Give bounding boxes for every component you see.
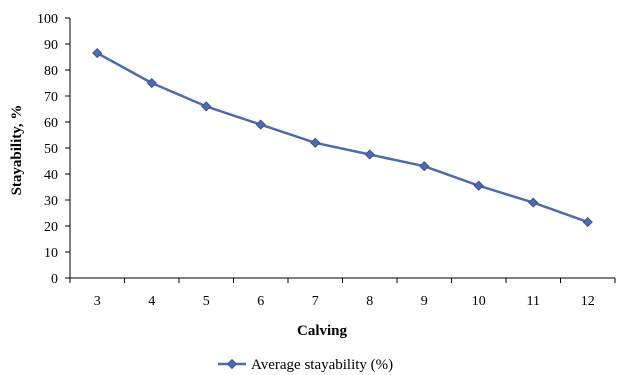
data-point-marker — [473, 180, 484, 191]
y-tick-label: 100 — [37, 12, 58, 27]
x-tick-label: 7 — [312, 294, 319, 309]
y-tick-label: 30 — [44, 194, 58, 209]
data-point-marker — [310, 137, 321, 148]
legend-marker-swatch — [226, 358, 238, 370]
x-tick-label: 11 — [527, 294, 540, 309]
x-tick-label: 8 — [366, 294, 373, 309]
data-point-marker — [146, 77, 157, 89]
x-axis: 3 4 5 6 7 8 9 10 11 12 — [69, 277, 616, 309]
legend-label: Average stayability (%) — [251, 357, 393, 373]
y-tick-label: 20 — [44, 220, 58, 235]
legend: Average stayability (%) — [218, 357, 393, 373]
y-tick-label: 40 — [44, 168, 58, 183]
data-point-marker — [255, 119, 266, 130]
y-axis-title: Stayability, % — [9, 105, 25, 196]
series-line — [96, 52, 589, 224]
data-point-marker — [364, 149, 375, 160]
x-tick-label: 4 — [148, 294, 155, 309]
data-point-marker — [419, 161, 430, 172]
y-tick-label: 10 — [44, 246, 58, 261]
x-tick-label: 3 — [94, 294, 101, 309]
data-point-marker — [201, 101, 212, 112]
x-tick-label: 6 — [257, 294, 264, 309]
y-tick-label: 80 — [44, 64, 58, 79]
data-point-marker — [582, 217, 593, 228]
y-tick-label: 60 — [44, 116, 58, 131]
y-tick-label: 0 — [51, 272, 58, 287]
x-tick-label: 10 — [472, 294, 486, 309]
y-axis: 0 10 20 30 40 50 60 70 80 90 100 — [37, 12, 71, 287]
x-tick-label: 9 — [421, 294, 428, 309]
data-point-marker — [528, 197, 539, 208]
y-tick-label: 50 — [44, 142, 58, 157]
x-tick-label: 5 — [203, 294, 210, 309]
x-tick-label: 12 — [581, 294, 595, 309]
x-axis-title: Calving — [297, 323, 348, 339]
y-tick-label: 90 — [44, 38, 58, 53]
data-point-marker — [92, 48, 103, 59]
series-layer — [92, 48, 593, 228]
y-tick-label: 70 — [44, 90, 58, 105]
